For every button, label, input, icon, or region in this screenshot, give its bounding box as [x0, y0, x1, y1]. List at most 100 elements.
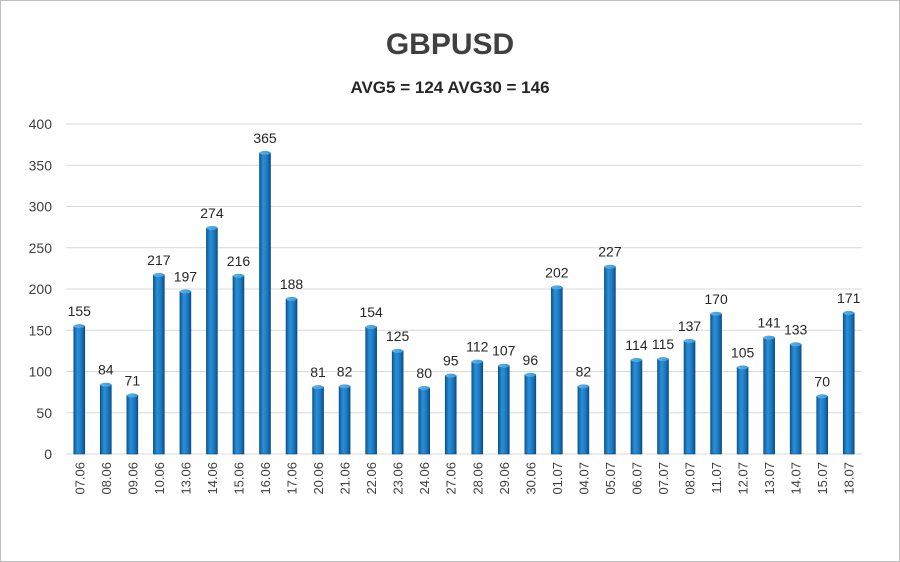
data-label: 216: [227, 253, 251, 269]
bar: [842, 312, 855, 455]
x-tick-label: 30.06: [523, 462, 538, 495]
bar: [736, 367, 749, 455]
bar-cap: [710, 311, 722, 316]
data-label: 188: [280, 276, 304, 292]
bar: [789, 343, 802, 455]
x-tick-label: 29.06: [497, 462, 512, 495]
x-tick-label: 09.06: [125, 462, 140, 495]
bar: [179, 291, 192, 455]
data-label: 105: [731, 344, 755, 360]
y-axis: 0 50 100 150 200 250 300 350 400: [29, 116, 53, 462]
y-tick-label: 150: [29, 322, 53, 338]
data-label: 365: [253, 130, 277, 146]
x-tick-label: 14.06: [205, 462, 220, 495]
x-tick-label: 10.06: [152, 462, 167, 495]
bar: [683, 340, 696, 455]
x-tick-label: 01.07: [550, 462, 565, 495]
bar-cap: [551, 285, 563, 290]
bar-cap: [206, 225, 218, 230]
data-label: 274: [200, 205, 224, 221]
data-label: 95: [443, 353, 459, 369]
bar-cap: [153, 272, 165, 277]
y-tick-label: 350: [29, 157, 53, 173]
bar-cap: [392, 348, 404, 353]
bar: [365, 326, 377, 455]
x-tick-label: 23.06: [391, 462, 406, 495]
bar: [710, 313, 722, 455]
y-tick-label: 250: [29, 240, 53, 256]
data-label: 107: [492, 343, 516, 359]
x-axis: 07.06 08.06 09.06 10.06 13.06 14.06 15.06 16.06…: [72, 462, 856, 495]
bar-cap: [843, 310, 855, 315]
x-tick-label: 07.07: [656, 462, 671, 495]
bar: [604, 266, 616, 455]
bar-cap: [790, 342, 802, 347]
bar: [497, 365, 510, 455]
bar: [418, 387, 431, 455]
bar: [816, 395, 829, 455]
x-tick-label: 07.06: [72, 462, 87, 495]
x-tick-label: 13.07: [762, 462, 777, 495]
y-tick-label: 300: [29, 199, 53, 215]
x-tick-label: 24.06: [417, 462, 432, 495]
bar: [100, 384, 112, 455]
data-label: 82: [576, 363, 592, 379]
data-label: 155: [68, 303, 92, 319]
bar-cap: [232, 273, 244, 278]
chart-subtitle: AVG5 = 124 AVG30 = 146: [350, 78, 550, 97]
bar-cap: [100, 382, 112, 387]
bar-cap: [471, 359, 483, 364]
x-tick-label: 20.06: [311, 462, 326, 495]
y-tick-label: 400: [29, 116, 53, 132]
data-label: 217: [147, 252, 171, 268]
bar: [657, 358, 669, 455]
data-label: 82: [337, 363, 353, 379]
data-label: 84: [98, 362, 114, 378]
data-label: 202: [545, 264, 569, 280]
bar-cap: [657, 357, 669, 362]
x-tick-label: 15.07: [815, 462, 830, 495]
bar-cap: [126, 393, 138, 398]
bar-cap: [445, 373, 457, 378]
bar-cap: [312, 385, 324, 390]
x-tick-label: 14.07: [789, 462, 804, 495]
bar: [551, 287, 563, 455]
chart-title: GBPUSD: [385, 28, 515, 61]
bar-cap: [524, 372, 536, 377]
y-tick-label: 100: [29, 364, 53, 380]
data-label: 80: [416, 365, 432, 381]
bars: [73, 150, 855, 455]
bar: [259, 152, 271, 455]
data-label: 115: [652, 336, 675, 352]
bar: [444, 375, 457, 455]
bar: [153, 274, 165, 455]
x-tick-label: 11.07: [709, 462, 724, 494]
x-tick-label: 16.06: [258, 462, 273, 495]
x-tick-label: 27.06: [444, 462, 459, 495]
bar: [285, 298, 298, 455]
bar-cap: [684, 338, 696, 343]
bar-cap: [630, 357, 642, 362]
x-tick-label: 06.07: [629, 462, 644, 495]
data-label: 71: [125, 372, 141, 388]
bar: [763, 337, 775, 455]
bar: [232, 275, 245, 455]
bar: [471, 361, 484, 455]
y-tick-label: 200: [29, 281, 53, 297]
bar: [577, 386, 590, 455]
bar-cap: [763, 335, 775, 340]
bar: [630, 359, 643, 455]
x-tick-label: 28.06: [470, 462, 485, 495]
data-label: 170: [704, 291, 728, 307]
bar-cap: [73, 324, 85, 329]
bar: [524, 374, 537, 455]
data-label: 81: [310, 364, 326, 380]
data-label: 70: [814, 373, 830, 389]
bar-cap: [259, 150, 271, 155]
x-tick-label: 05.07: [603, 462, 618, 495]
y-tick-label: 50: [36, 405, 52, 421]
data-label: 141: [757, 315, 781, 331]
